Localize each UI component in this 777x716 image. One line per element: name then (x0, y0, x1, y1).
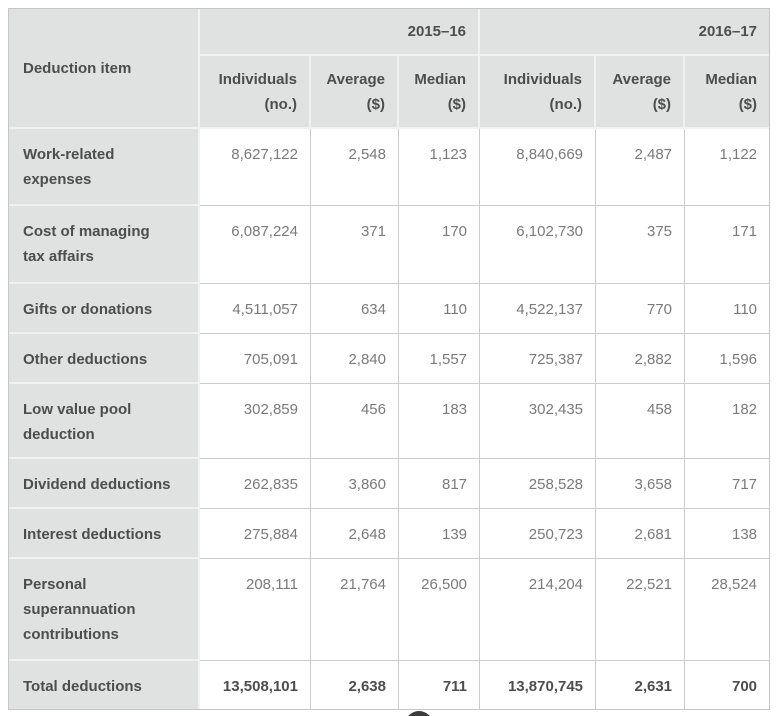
column-header-average-2016-17: Average ($) (596, 56, 686, 129)
total-median-2015-16: 711 (399, 661, 481, 709)
column-header-average-2015-16: Average ($) (311, 56, 399, 129)
total-row-label: Total deductions (9, 661, 200, 709)
cell-average-2015-16: 371 (311, 206, 399, 284)
cell-individuals-2016-17: 6,102,730 (480, 206, 597, 284)
column-header-median-2015-16: Median ($) (399, 56, 481, 129)
cell-individuals-2016-17: 258,528 (480, 459, 597, 509)
cell-individuals-2015-16: 275,884 (200, 509, 311, 559)
year-header-row: Deduction item 2015–16 2016–17 (9, 9, 770, 129)
row-label: Work-related expenses (9, 129, 200, 206)
total-median-2016-17: 700 (685, 661, 770, 709)
cell-median-2016-17: 28,524 (685, 559, 770, 661)
cell-average-2015-16: 634 (311, 284, 399, 334)
cell-individuals-2016-17: 4,522,137 (480, 284, 597, 334)
column-group-2016-17: 2016–17 (480, 9, 770, 56)
sub-header-row: Individuals (no.) Average ($) Median ($)… (9, 56, 770, 129)
cell-average-2015-16: 21,764 (311, 559, 399, 661)
column-header-deduction-item: Deduction item (9, 9, 200, 129)
cell-median-2016-17: 171 (685, 206, 770, 284)
cell-average-2016-17: 2,681 (596, 509, 686, 559)
cell-median-2016-17: 1,122 (685, 129, 770, 206)
cell-individuals-2016-17: 250,723 (480, 509, 597, 559)
table-row: Other deductions 705,091 2,840 1,557 725… (9, 334, 770, 384)
cell-individuals-2015-16: 302,859 (200, 384, 311, 459)
table-row: Interest deductions 275,884 2,648 139 25… (9, 509, 770, 559)
row-label: Personal superannuation contributions (9, 559, 200, 661)
cell-median-2016-17: 1,596 (685, 334, 770, 384)
cell-average-2015-16: 3,860 (311, 459, 399, 509)
row-label: Other deductions (9, 334, 200, 384)
table-row: Dividend deductions 262,835 3,860 817 25… (9, 459, 770, 509)
cell-median-2015-16: 139 (399, 509, 481, 559)
cell-median-2016-17: 182 (685, 384, 770, 459)
cell-average-2015-16: 2,648 (311, 509, 399, 559)
table-row: Work-related expenses 8,627,122 2,548 1,… (9, 129, 770, 206)
cell-median-2015-16: 183 (399, 384, 481, 459)
cell-individuals-2015-16: 208,111 (200, 559, 311, 661)
cell-median-2016-17: 717 (685, 459, 770, 509)
cell-average-2015-16: 2,548 (311, 129, 399, 206)
cell-individuals-2015-16: 4,511,057 (200, 284, 311, 334)
cutoff-circle-button[interactable] (405, 711, 433, 716)
column-group-2015-16: 2015–16 (200, 9, 481, 56)
cell-average-2016-17: 2,487 (596, 129, 686, 206)
table-row: Personal superannuation contributions 20… (9, 559, 770, 661)
total-average-2015-16: 2,638 (311, 661, 399, 709)
cell-average-2015-16: 456 (311, 384, 399, 459)
table-row: Low value pool deduction 302,859 456 183… (9, 384, 770, 459)
cell-median-2015-16: 1,123 (399, 129, 481, 206)
cell-individuals-2016-17: 302,435 (480, 384, 597, 459)
total-individuals-2015-16: 13,508,101 (200, 661, 311, 709)
cell-individuals-2015-16: 262,835 (200, 459, 311, 509)
table-row: Cost of managing tax affairs 6,087,224 3… (9, 206, 770, 284)
deductions-table: Deduction item 2015–16 2016–17 Individua… (8, 8, 771, 710)
cell-median-2016-17: 110 (685, 284, 770, 334)
cell-median-2015-16: 817 (399, 459, 481, 509)
column-header-individuals-2016-17: Individuals (no.) (480, 56, 597, 129)
row-label: Gifts or donations (9, 284, 200, 334)
column-header-individuals-2015-16: Individuals (no.) (200, 56, 311, 129)
cell-individuals-2016-17: 725,387 (480, 334, 597, 384)
cell-average-2016-17: 375 (596, 206, 686, 284)
cell-median-2015-16: 1,557 (399, 334, 481, 384)
cell-average-2016-17: 22,521 (596, 559, 686, 661)
cell-median-2015-16: 26,500 (399, 559, 481, 661)
cell-average-2016-17: 770 (596, 284, 686, 334)
row-label: Cost of managing tax affairs (9, 206, 200, 284)
cell-individuals-2015-16: 8,627,122 (200, 129, 311, 206)
table-row: Gifts or donations 4,511,057 634 110 4,5… (9, 284, 770, 334)
row-label: Low value pool deduction (9, 384, 200, 459)
cell-average-2016-17: 458 (596, 384, 686, 459)
cell-median-2015-16: 110 (399, 284, 481, 334)
column-header-median-2016-17: Median ($) (685, 56, 770, 129)
cell-individuals-2015-16: 6,087,224 (200, 206, 311, 284)
cell-average-2015-16: 2,840 (311, 334, 399, 384)
cell-individuals-2015-16: 705,091 (200, 334, 311, 384)
row-label: Interest deductions (9, 509, 200, 559)
total-row: Total deductions 13,508,101 2,638 711 13… (9, 661, 770, 709)
cell-individuals-2016-17: 214,204 (480, 559, 597, 661)
cell-median-2015-16: 170 (399, 206, 481, 284)
cell-average-2016-17: 3,658 (596, 459, 686, 509)
cell-individuals-2016-17: 8,840,669 (480, 129, 597, 206)
total-average-2016-17: 2,631 (596, 661, 686, 709)
cell-average-2016-17: 2,882 (596, 334, 686, 384)
total-individuals-2016-17: 13,870,745 (480, 661, 597, 709)
row-label: Dividend deductions (9, 459, 200, 509)
cell-median-2016-17: 138 (685, 509, 770, 559)
